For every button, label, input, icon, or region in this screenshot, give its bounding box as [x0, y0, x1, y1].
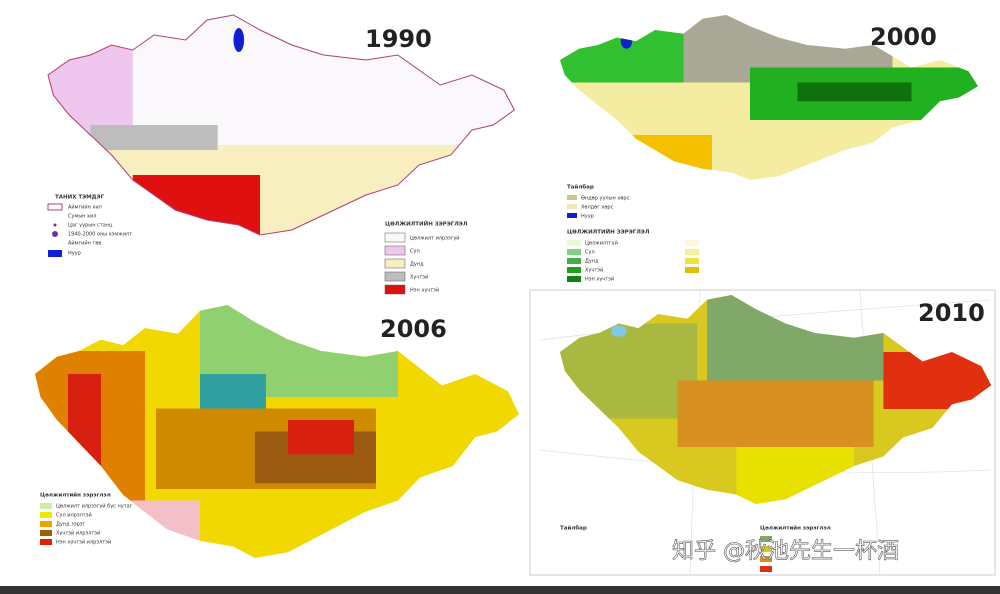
legend-item: Өндөр уулын хөрс — [581, 196, 630, 202]
region — [123, 500, 200, 558]
class-legend — [40, 503, 52, 545]
swatch — [760, 536, 772, 542]
class-legend — [384, 232, 406, 295]
region — [797, 82, 912, 102]
year: 2000 — [870, 23, 937, 51]
legend-title: ЦӨЛЖИЛТИЙН ЗЭРЭГЛЭЛ — [385, 220, 468, 228]
region — [288, 420, 354, 455]
legend-item: Сумын хил — [68, 214, 96, 220]
swatch — [567, 204, 577, 209]
swatch — [48, 250, 62, 257]
swatch — [567, 267, 581, 273]
class-legend — [760, 536, 772, 572]
swatch — [567, 240, 581, 246]
region — [68, 374, 101, 466]
lake — [233, 28, 245, 52]
legend-title: Тайлбар — [567, 184, 594, 191]
swatch — [40, 521, 52, 527]
swatch — [53, 223, 57, 227]
class-legend — [567, 240, 699, 282]
legend-item: Цөлжилт илрээгүй бүс нутаг — [56, 503, 133, 510]
legend-title: ЦӨЛЖИЛТИЙН ЗЭРЭГЛЭЛ — [567, 228, 650, 236]
legend-item: Аймгийн төв — [68, 240, 101, 247]
legend-item: Нуур — [68, 251, 81, 257]
legend-item: Дунд — [585, 259, 599, 265]
swatch — [685, 249, 699, 255]
legend-item: Дунд зэрэг — [56, 522, 86, 528]
swatch — [40, 530, 52, 536]
legend-item: Хүчтэй илрэлтэй — [56, 530, 100, 537]
legend-item: Цөлжилт илрээгүй — [410, 235, 460, 242]
legend-title: Тайлбар — [560, 525, 587, 532]
map-1990 — [48, 15, 515, 235]
legend-item: Нэн хүчтэй — [410, 287, 439, 294]
swatch — [384, 271, 406, 282]
swatch — [685, 267, 699, 273]
swatch — [567, 213, 577, 218]
legend-item: Дунд — [410, 262, 424, 268]
swatch — [384, 258, 406, 269]
swatch — [52, 231, 58, 237]
legend-item: Хүчтэй — [585, 267, 603, 274]
swatch — [384, 245, 406, 256]
legend-item: Нэн хүчтэй илрэлтэй — [56, 539, 111, 546]
swatch — [384, 284, 406, 295]
lake — [610, 325, 627, 337]
legend-item: Сул — [410, 249, 420, 255]
swatch — [685, 258, 699, 264]
region — [677, 380, 874, 447]
region — [560, 30, 684, 83]
legend-item: Нэн хүчтэй — [585, 276, 614, 283]
lake — [620, 33, 633, 49]
swatch — [760, 566, 772, 572]
legend-item: Цаг уурын станц — [68, 223, 113, 229]
swatch — [384, 232, 406, 243]
watermark: 知乎 @秋池先生一杯酒 — [672, 539, 899, 564]
legend-item: Нуур — [581, 214, 594, 220]
swatch — [47, 203, 63, 211]
legend-item: Хөлдөг хөрс — [581, 205, 614, 211]
region — [617, 135, 712, 180]
swatch — [685, 240, 699, 246]
swatch — [40, 512, 52, 518]
year: 2006 — [380, 315, 447, 343]
swatch — [40, 503, 52, 509]
region — [48, 45, 133, 135]
legend-item: Хүчтэй — [410, 274, 428, 281]
legend-item: Цөлжилтгүй — [585, 240, 618, 247]
legend-title: Цөлжилтийн зэрэглэл — [760, 525, 831, 532]
legend-item: Сул — [585, 250, 595, 256]
swatch — [567, 258, 581, 264]
legend: Аймгийн хил Сумын хил Цаг уурын станц 19… — [47, 203, 132, 257]
border — [47, 14, 516, 236]
legend-item: Аймгийн хил — [68, 204, 102, 211]
swatch — [567, 249, 581, 255]
legend-title: ТАНИХ ТЭМДЭГ — [55, 195, 105, 201]
swatch — [567, 276, 581, 282]
legend-title: Цөлжилтийн зэрэглэл — [40, 492, 111, 499]
year: 1990 — [365, 25, 432, 53]
swatch — [760, 546, 772, 552]
year: 2010 — [918, 299, 985, 327]
swatch — [567, 195, 577, 200]
bottom-bar — [0, 586, 1000, 594]
region — [90, 125, 218, 150]
swatch — [760, 556, 772, 562]
swatch — [40, 539, 52, 545]
legend-item: 1940-2000 оны хэмжилт — [68, 232, 132, 238]
legend-item: Сул илрэлтэй — [56, 512, 92, 519]
